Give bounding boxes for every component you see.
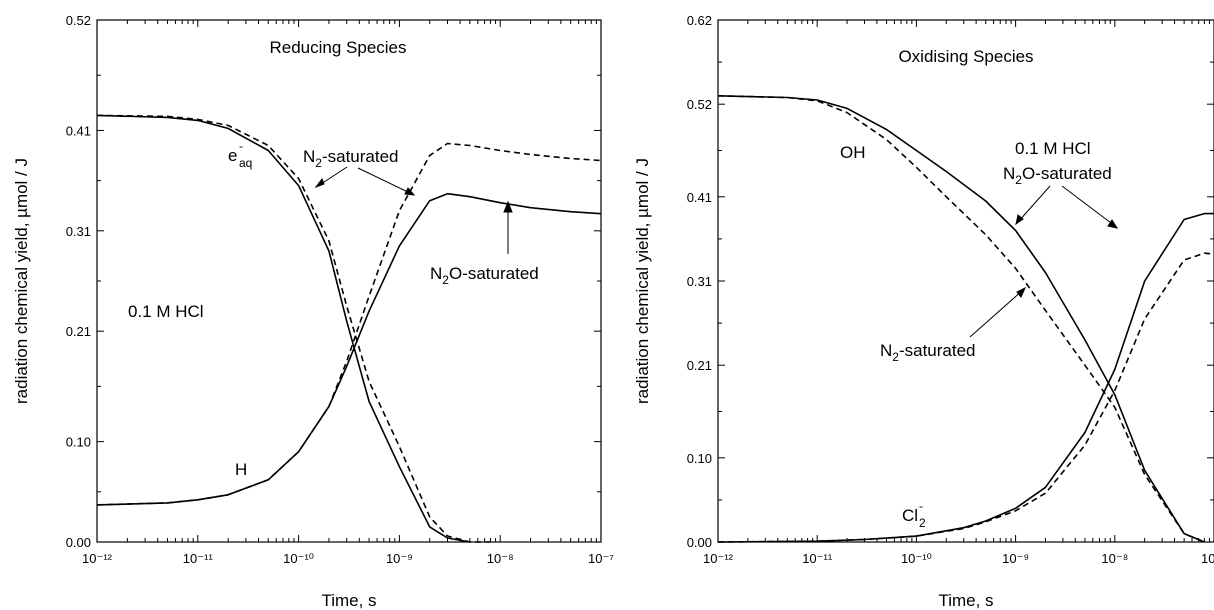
y-tick-label: 0.52 (687, 97, 712, 112)
x-tick-label: 10⁻¹² (82, 551, 113, 566)
arrow-head (1016, 286, 1027, 298)
series-line-2 (717, 95, 1205, 543)
arrow-n2o-to-oh (1017, 185, 1051, 223)
cl2-subscript: 2 (919, 516, 926, 530)
series-line-1 (717, 95, 1205, 543)
x-tick-label: 10⁻¹⁰ (901, 551, 932, 566)
arrow-n2o-to-cl2 (1061, 185, 1116, 227)
y-tick-label: 0.31 (66, 224, 91, 239)
arrow-n2-to-h (357, 167, 413, 195)
cl2-superscript: - (919, 499, 923, 513)
series-line-3 (717, 212, 1214, 543)
x-tick-label: 10⁻⁷ (588, 551, 614, 566)
series-lines-right (717, 95, 1214, 543)
eaq-superscript: - (239, 139, 243, 153)
series-line-4 (96, 142, 602, 506)
cl2-main: Cl (902, 506, 918, 525)
h-label: H (235, 460, 247, 479)
condition-label-left: 0.1 M HCl (128, 302, 204, 321)
arrow-head (503, 200, 513, 213)
x-tick-label: 10⁻¹² (703, 551, 734, 566)
tick-marks-left: 0.00 0.10 0.21 0.31 0.41 0.52 10⁻¹² 10⁻¹¹ 10⁻¹⁰ 1… (66, 13, 615, 566)
arrow-head (314, 177, 325, 189)
x-tick-label: 10⁻⁷ (1201, 551, 1214, 566)
x-axis-label-right: Time, s (938, 591, 993, 610)
arrow-head (1107, 219, 1119, 229)
series-line-2 (96, 114, 491, 543)
panel-title-reducing: Reducing Species (269, 38, 406, 57)
y-tick-label: 0.00 (66, 535, 91, 550)
series-lines-left (96, 114, 602, 543)
eaq-main: e (228, 146, 237, 165)
y-axis-label-right: radiation chemical yield, µmol / J (633, 158, 652, 404)
x-tick-label: 10⁻⁸ (487, 551, 514, 566)
eaq-subscript: aq (239, 156, 252, 170)
x-tick-label: 10⁻¹¹ (183, 551, 214, 566)
n2-saturated-label-left: N2-saturated (303, 147, 399, 170)
y-axis-label-left: radiation chemical yield, µmol / J (12, 158, 31, 404)
n2o-saturated-label-left: N2O-saturated (430, 264, 539, 287)
series-line-3 (96, 192, 602, 506)
y-tick-label: 0.10 (687, 451, 712, 466)
eaq-label: e - aq (228, 139, 252, 170)
arrow-n2 (969, 289, 1024, 338)
y-tick-label: 0.41 (687, 190, 712, 205)
condition-label-right: 0.1 M HCl (1015, 139, 1091, 158)
x-tick-label: 10⁻¹¹ (802, 551, 833, 566)
n2-saturated-label-right: N2-saturated (880, 341, 976, 364)
y-tick-label: 0.10 (66, 435, 91, 450)
n2o-saturated-label-right: N2O-saturated (1003, 164, 1112, 187)
y-tick-label: 0.00 (687, 535, 712, 550)
series-line-4 (717, 252, 1214, 543)
chart-panel-reducing-species: 0.00 0.10 0.21 0.31 0.41 0.52 10⁻¹² 10⁻¹¹ 10⁻¹⁰ 1… (12, 13, 614, 610)
x-tick-label: 10⁻⁹ (1002, 551, 1029, 566)
arrow-head (404, 187, 416, 196)
x-tick-label: 10⁻⁸ (1101, 551, 1128, 566)
cl2-label: Cl - 2 (902, 499, 926, 530)
y-tick-label: 0.21 (687, 358, 712, 373)
y-tick-label: 0.21 (66, 324, 91, 339)
y-tick-label: 0.62 (687, 13, 712, 28)
series-line-1 (96, 114, 471, 543)
x-axis-label-left: Time, s (321, 591, 376, 610)
annotation-arrows-right (969, 185, 1119, 338)
tick-marks-right: 0.00 0.10 0.21 0.31 0.41 0.52 0.62 10⁻¹² 10⁻¹¹ 10… (687, 13, 1214, 566)
x-tick-label: 10⁻⁹ (386, 551, 413, 566)
y-tick-label: 0.52 (66, 13, 91, 28)
chart-panel-oxidising-species: 0.00 0.10 0.21 0.31 0.41 0.52 0.62 10⁻¹² 10⁻¹¹ 10… (633, 13, 1214, 610)
panel-title-oxidising: Oxidising Species (898, 47, 1033, 66)
oh-label: OH (840, 143, 866, 162)
y-tick-label: 0.41 (66, 123, 91, 138)
x-tick-label: 10⁻¹⁰ (283, 551, 314, 566)
annotation-arrows-left (314, 166, 513, 254)
arrow-head (1015, 214, 1024, 226)
y-tick-label: 0.31 (687, 274, 712, 289)
